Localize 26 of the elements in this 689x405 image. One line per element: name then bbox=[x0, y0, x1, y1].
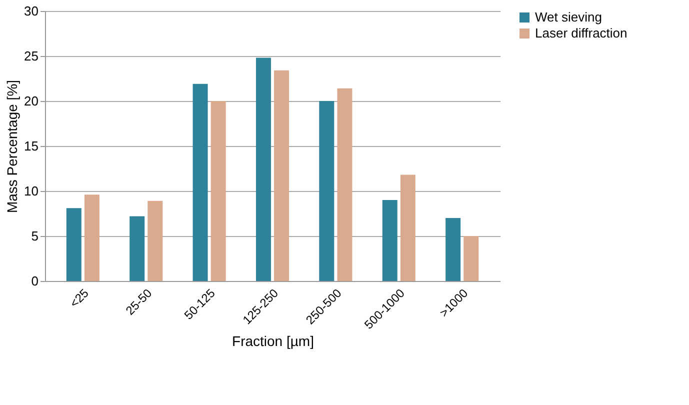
bar bbox=[192, 84, 208, 281]
x-tick-label: <25 bbox=[67, 286, 92, 310]
y-tick-label: 0 bbox=[31, 274, 38, 288]
y-axis-title: Mass Percentage [%] bbox=[4, 80, 20, 214]
bar bbox=[130, 216, 145, 281]
bar bbox=[319, 101, 334, 281]
bar bbox=[256, 58, 271, 281]
bar bbox=[210, 101, 226, 281]
x-axis-title: Fraction [µm] bbox=[232, 333, 314, 350]
legend-label: Wet sieving bbox=[535, 10, 602, 24]
y-tick-label: 5 bbox=[31, 228, 38, 244]
y-tick-label: 10 bbox=[24, 184, 38, 198]
y-tick-label: 15 bbox=[24, 138, 38, 154]
y-tick-label: 30 bbox=[24, 4, 38, 18]
bar bbox=[446, 218, 461, 281]
y-tick-label: 20 bbox=[24, 94, 38, 108]
y-tick-label: 25 bbox=[24, 48, 38, 64]
bar bbox=[148, 200, 163, 281]
bar bbox=[400, 174, 416, 281]
legend-label: Laser diffraction bbox=[535, 26, 628, 40]
bar bbox=[84, 194, 100, 281]
bar bbox=[382, 200, 398, 281]
bar bbox=[464, 236, 479, 281]
bar bbox=[274, 70, 290, 281]
bar bbox=[337, 88, 352, 281]
bar bbox=[66, 208, 82, 281]
